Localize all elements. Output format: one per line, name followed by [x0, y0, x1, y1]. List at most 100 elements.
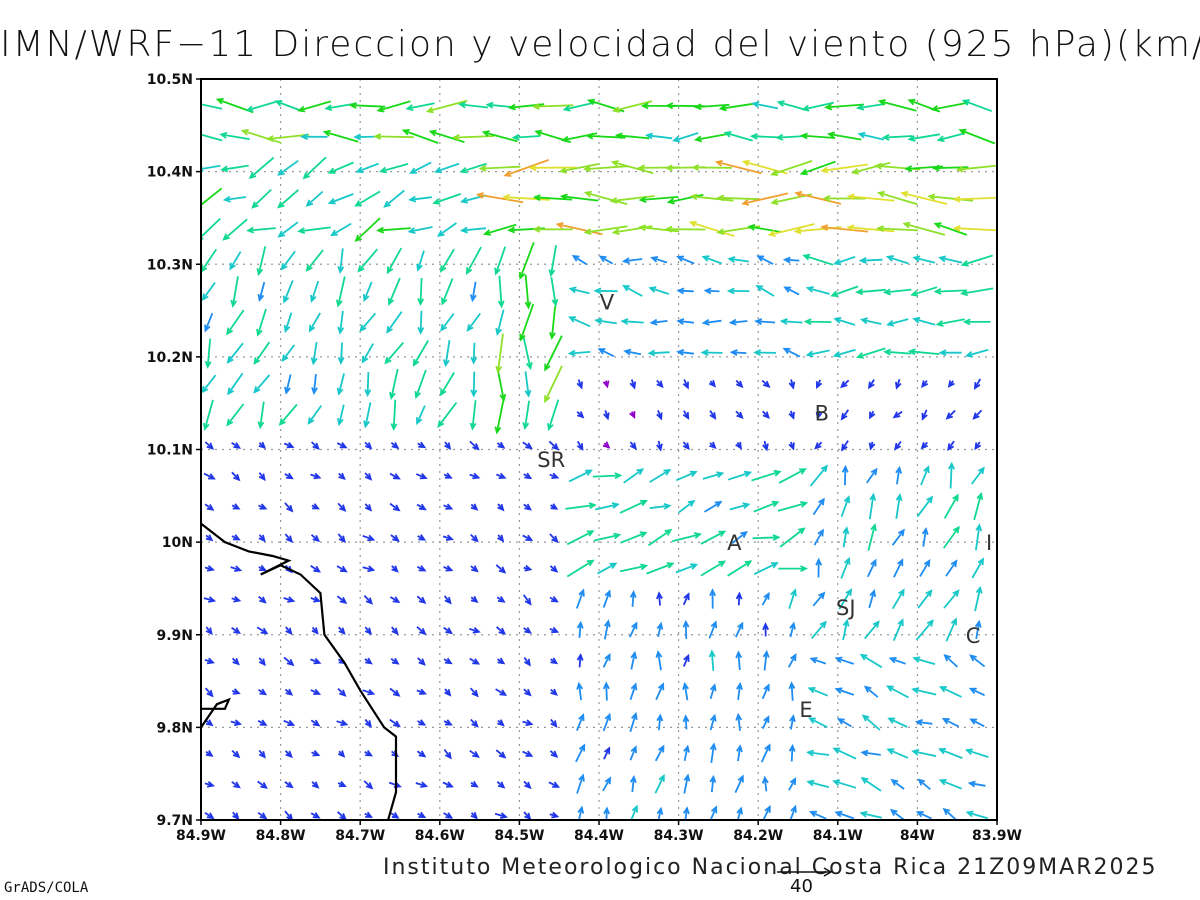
wind-vector [297, 100, 332, 113]
wind-vector [731, 530, 748, 545]
wind-vector [364, 441, 373, 450]
wind-vector [417, 811, 427, 819]
wind-vector [938, 255, 963, 264]
wind-vector [938, 349, 962, 357]
wind-vector [859, 810, 882, 819]
wind-vector [833, 317, 856, 326]
wind-vector [443, 719, 453, 726]
wind-vector [935, 318, 965, 327]
wind-vector [470, 342, 478, 365]
lon-tick-label: 84.9W [176, 828, 226, 844]
wind-vector [226, 309, 245, 336]
wind-vector [528, 164, 577, 172]
wind-vector [718, 102, 758, 112]
wind-vector [868, 492, 877, 520]
wind-vector [656, 440, 663, 452]
wind-vector [582, 165, 629, 173]
wind-vector [417, 534, 427, 541]
wind-vector [883, 348, 912, 356]
wind-vector [782, 256, 800, 264]
wind-vector [709, 805, 718, 820]
wind-vector [310, 657, 322, 665]
wind-vector [729, 502, 751, 511]
wind-vector [522, 750, 534, 757]
wind-vector [442, 534, 455, 541]
wind-vector [864, 620, 880, 640]
wind-vector [549, 626, 560, 634]
wind-vector [709, 742, 717, 764]
wind-vector [840, 440, 849, 452]
wind-vector [630, 650, 638, 670]
wind-vector [945, 559, 958, 577]
wind-vector [389, 687, 401, 697]
wind-vector [602, 441, 611, 449]
wind-vector [583, 190, 628, 206]
wind-vector [788, 743, 796, 762]
wind-vector [568, 286, 590, 295]
wind-vector [256, 626, 269, 635]
wind-vector [890, 778, 905, 790]
wind-vector [283, 596, 296, 603]
wind-vector [602, 589, 611, 608]
wind-vector [857, 131, 885, 141]
wind-vector [892, 618, 904, 641]
map-grid [200, 78, 998, 821]
wind-vector [440, 313, 455, 332]
wind-vector [867, 379, 875, 390]
wind-vector [921, 409, 928, 421]
wind-vector [655, 682, 665, 701]
wind-vector [736, 744, 743, 762]
wind-vector [523, 656, 531, 667]
wind-vector [943, 654, 959, 668]
wind-vector [647, 528, 673, 547]
wind-vector [809, 464, 829, 487]
place-label: I [986, 531, 992, 555]
wind-vector [645, 132, 673, 140]
wind-vector [943, 589, 960, 609]
wind-vector [481, 130, 518, 143]
wind-vector [610, 160, 654, 175]
wind-vector [364, 372, 372, 398]
wind-vector [386, 311, 403, 334]
wind-vector [709, 441, 717, 450]
wind-vector [258, 657, 266, 667]
wind-vector [336, 442, 348, 449]
wind-vector [524, 274, 532, 310]
wind-vector [284, 781, 294, 789]
wind-vector [469, 281, 477, 303]
wind-vector [682, 806, 690, 820]
wind-vector [751, 469, 782, 482]
wind-vector [965, 810, 988, 820]
lat-tick-label: 9.8N [156, 720, 193, 736]
lat-tick-label: 10.2N [147, 350, 193, 366]
wind-vector [805, 349, 830, 358]
wind-vector [761, 775, 769, 792]
wind-vector [282, 280, 294, 304]
wind-vector [549, 750, 559, 759]
wind-vector [920, 441, 928, 450]
lon-tick-label: 84.7W [335, 828, 385, 844]
wind-vector [201, 282, 216, 302]
wind-vector [958, 128, 996, 145]
wind-vector [391, 626, 399, 636]
wind-vector [469, 440, 480, 451]
wind-vector [912, 656, 936, 665]
wind-vector [760, 743, 771, 763]
wind-vector [285, 626, 293, 636]
wind-vector [677, 499, 696, 514]
lon-tick-label: 84.5W [494, 828, 544, 844]
wind-vector [912, 255, 936, 264]
wind-vector [656, 379, 664, 389]
wind-vector [362, 688, 376, 696]
wind-vector [337, 533, 346, 544]
wind-vector [253, 374, 271, 394]
wind-vector [727, 256, 750, 263]
wind-vector [933, 288, 967, 295]
wind-vector [630, 804, 638, 820]
wind-vector [787, 653, 797, 668]
wind-vector [466, 312, 481, 332]
wind-vector [336, 811, 347, 820]
wind-vector [523, 564, 533, 572]
wind-vector [258, 503, 268, 510]
